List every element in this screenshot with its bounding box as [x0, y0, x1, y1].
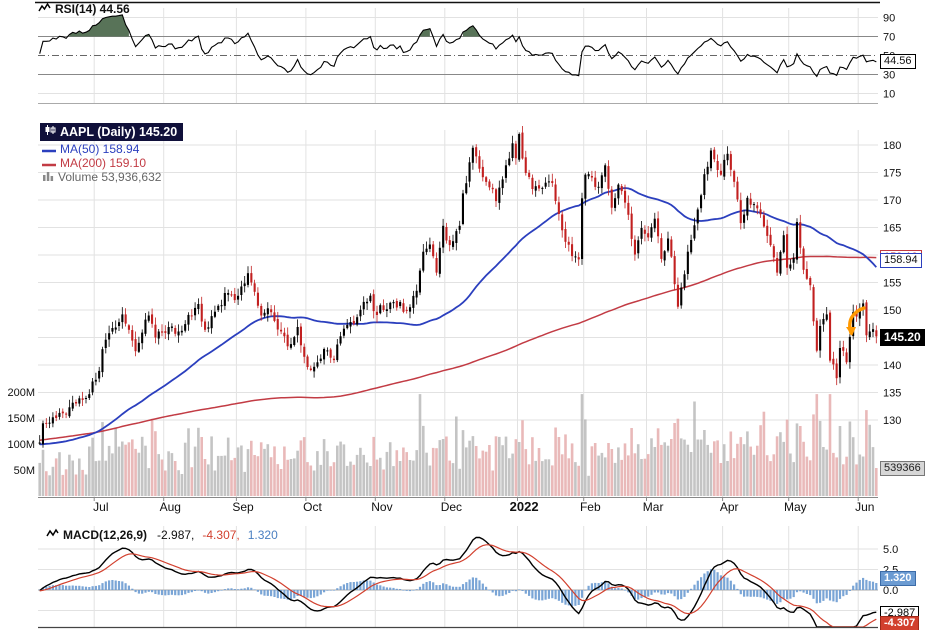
gridlines [38, 8, 878, 627]
axis-tick-label: 100M [7, 439, 35, 451]
axis-tick-label: Feb [580, 500, 601, 514]
axis-tick-label: 2022 [510, 499, 539, 514]
axis-tick-label: 90 [883, 13, 895, 25]
axis-tick-label: 5.0 [883, 544, 898, 556]
zigzag-icon [38, 2, 51, 16]
axis-tick-label: 200M [7, 387, 35, 399]
annotation-arrow [846, 306, 866, 336]
rsi-overbought-fill [69, 14, 480, 37]
volume-legend: Volume 53,936,632 [42, 170, 161, 184]
axis-tick-label: 155 [883, 278, 901, 290]
axis-tick-label: Apr [720, 500, 739, 514]
panel-frame [35, 1, 880, 629]
macd-value: -2.987, [157, 528, 195, 542]
rsi-legend-label: RSI(14) 44.56 [55, 2, 130, 16]
ma50-line-icon [42, 142, 56, 156]
macd-legend: MACD(12,26,9) -2.987, -4.307, 1.320 [46, 528, 278, 542]
rsi-legend: RSI(14) 44.56 [38, 2, 130, 16]
rsi-line [39, 14, 877, 78]
axis-tick-label: 130 [883, 415, 901, 427]
ma50-value-box: 158.94 [880, 253, 922, 268]
axis-tick-label: 150M [7, 413, 35, 425]
axis-tick-label: Jun [855, 500, 874, 514]
macd-signal-line [39, 544, 877, 628]
macd-hist-value: 1.320 [247, 528, 278, 542]
macd-hist-box: 1.320 [880, 571, 916, 586]
axis-tick-label: Aug [160, 500, 181, 514]
macd-signal-value: -4.307, [202, 528, 240, 542]
volume-value-box: 539366 [880, 461, 925, 476]
volume-legend-label: Volume 53,936,632 [58, 170, 162, 184]
axis-tick-label: 10 [883, 89, 895, 101]
last-price-box: 145.20 [880, 329, 925, 346]
axis-tick-label: 0.0 [883, 585, 898, 597]
axis-tick-label: 170 [883, 195, 901, 207]
macd-legend-prefix: MACD(12,26,9) [63, 528, 148, 542]
ma200-line [39, 255, 877, 441]
macd-line [39, 536, 877, 628]
axis-tick-label: 70 [883, 32, 895, 44]
axis-tick-label: 165 [883, 223, 901, 235]
axis-tick-label: 140 [883, 360, 901, 372]
symbol-legend: AAPL (Daily) 145.20 [40, 123, 184, 141]
volume-bars-icon [42, 170, 54, 184]
axis-tick-label: 175 [883, 168, 901, 180]
axis-tick-label: 30 [883, 70, 895, 82]
axis-tick-label: 150 [883, 305, 901, 317]
candles [38, 126, 878, 448]
macd-signal-box: -4.307 [880, 616, 920, 630]
axis-tick-label: Sep [232, 500, 254, 514]
candlestick-icon [44, 124, 56, 139]
macd-histogram [38, 569, 878, 607]
axis-tick-label: Dec [441, 500, 462, 514]
axis-tick-label: 180 [883, 140, 901, 152]
axis-tick-label: 135 [883, 388, 901, 400]
axis-tick-label: Jul [93, 500, 108, 514]
ma200-legend: MA(200) 159.10 [42, 156, 146, 170]
ma200-legend-label: MA(200) 159.10 [60, 156, 147, 170]
volume-bars [38, 394, 878, 496]
axis-tick-label: Oct [303, 500, 322, 514]
axis-tick-label: May [784, 500, 807, 514]
axis-tick-label: Mar [643, 500, 664, 514]
ma50-line [39, 187, 877, 446]
ma200-line-icon [42, 156, 56, 170]
axis-tick-label: 50M [14, 465, 35, 477]
ma50-legend-label: MA(50) 158.94 [60, 142, 140, 156]
ma50-legend: MA(50) 158.94 [42, 142, 139, 156]
macd-line-icon [46, 528, 59, 542]
rsi-value-box: 44.56 [880, 54, 916, 69]
symbol-legend-label: AAPL (Daily) 145.20 [60, 124, 178, 139]
axis-tick-label: Nov [371, 500, 392, 514]
